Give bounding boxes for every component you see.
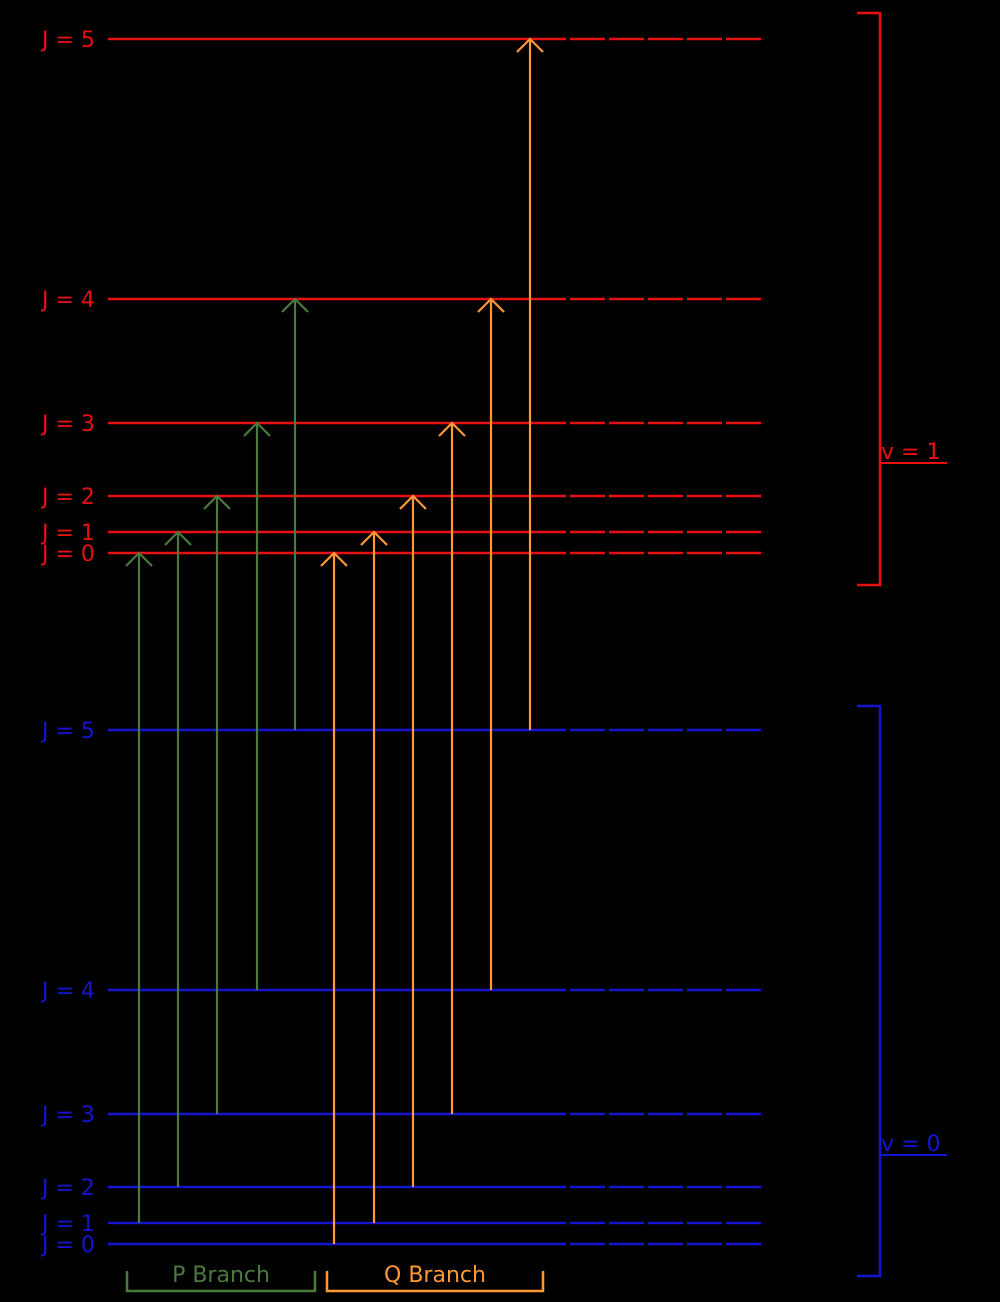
upper-vib-bracket <box>857 11 882 587</box>
p-branch-bracket <box>125 1271 317 1293</box>
lower-vibrational-label: v = 0 <box>881 1132 940 1157</box>
q-branch-arrow-2-to-2 <box>399 494 427 1187</box>
lower-level-label-j5: J = 5 <box>40 719 95 744</box>
p-branch-arrow-5-to-4 <box>281 297 309 730</box>
p-branch-arrow-3-to-2 <box>203 494 231 1114</box>
lower-level-label-j2: J = 2 <box>40 1176 95 1201</box>
lower-level-label-j0: J = 0 <box>40 1233 95 1258</box>
p-branch-arrow-1-to-0 <box>125 551 153 1223</box>
q-branch-bracket <box>325 1271 545 1293</box>
q-branch-transitions <box>320 37 544 1244</box>
upper-level-label-j3: J = 3 <box>40 412 95 437</box>
p-branch-arrow-4-to-3 <box>243 421 271 990</box>
upper-level-label-j1: J = 1 <box>40 521 95 546</box>
q-branch-arrow-3-to-3 <box>438 421 466 1114</box>
lower-vib-bracket <box>857 704 882 1278</box>
lower-level-label-j4: J = 4 <box>40 979 95 1004</box>
q-branch-arrow-5-to-5 <box>516 37 544 730</box>
upper-level-label-j2: J = 2 <box>40 485 95 510</box>
upper-level-label-j5: J = 5 <box>40 28 95 53</box>
p-branch-arrow-2-to-1 <box>164 530 192 1187</box>
q-branch-arrow-0-to-0 <box>320 551 348 1244</box>
q-branch-arrow-4-to-4 <box>477 297 505 990</box>
upper-vibrational-label: v = 1 <box>881 440 940 465</box>
upper-state-levels: J = 5 J = 4 J = 3 J = 2 J = 1J = 0 <box>40 28 762 567</box>
brackets <box>125 11 947 1293</box>
p-branch-label: P Branch <box>172 1263 270 1288</box>
p-branch-transitions <box>125 297 309 1223</box>
q-branch-label: Q Branch <box>384 1263 486 1288</box>
lower-level-label-j1: J = 1 <box>40 1212 95 1237</box>
q-branch-arrow-1-to-1 <box>360 530 388 1223</box>
upper-level-label-j0: J = 0 <box>40 542 95 567</box>
lower-state-levels: J = 5 J = 4 J = 3 J = 2 J = 1J = 0 <box>40 719 762 1258</box>
upper-level-label-j4: J = 4 <box>40 288 95 313</box>
lower-level-label-j3: J = 3 <box>40 1103 95 1128</box>
